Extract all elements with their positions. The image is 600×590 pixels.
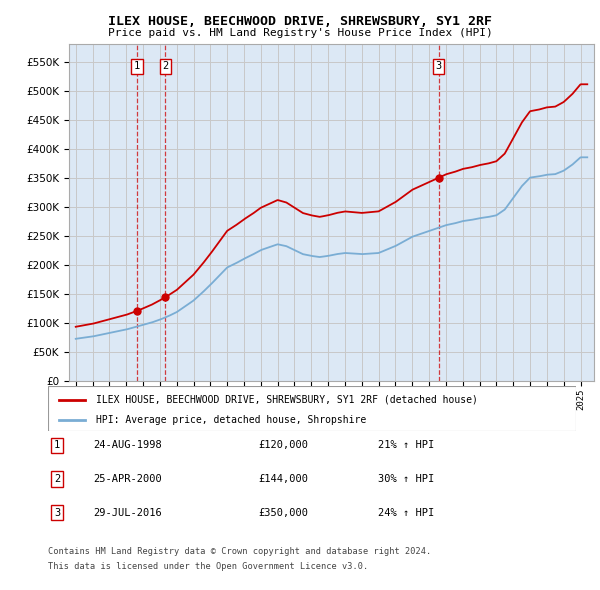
Text: 3: 3 — [54, 508, 60, 517]
Text: 24-AUG-1998: 24-AUG-1998 — [93, 441, 162, 450]
Text: 24% ↑ HPI: 24% ↑ HPI — [378, 508, 434, 517]
Text: 1: 1 — [134, 61, 140, 71]
Text: 3: 3 — [436, 61, 442, 71]
Text: £350,000: £350,000 — [258, 508, 308, 517]
Text: £144,000: £144,000 — [258, 474, 308, 484]
Text: This data is licensed under the Open Government Licence v3.0.: This data is licensed under the Open Gov… — [48, 562, 368, 571]
Text: 30% ↑ HPI: 30% ↑ HPI — [378, 474, 434, 484]
Text: 25-APR-2000: 25-APR-2000 — [93, 474, 162, 484]
Text: Contains HM Land Registry data © Crown copyright and database right 2024.: Contains HM Land Registry data © Crown c… — [48, 547, 431, 556]
Text: 2: 2 — [162, 61, 169, 71]
Text: Price paid vs. HM Land Registry's House Price Index (HPI): Price paid vs. HM Land Registry's House … — [107, 28, 493, 38]
Text: 29-JUL-2016: 29-JUL-2016 — [93, 508, 162, 517]
Text: ILEX HOUSE, BEECHWOOD DRIVE, SHREWSBURY, SY1 2RF: ILEX HOUSE, BEECHWOOD DRIVE, SHREWSBURY,… — [108, 15, 492, 28]
Text: ILEX HOUSE, BEECHWOOD DRIVE, SHREWSBURY, SY1 2RF (detached house): ILEX HOUSE, BEECHWOOD DRIVE, SHREWSBURY,… — [95, 395, 478, 405]
Text: 2: 2 — [54, 474, 60, 484]
FancyBboxPatch shape — [48, 386, 576, 431]
Text: £120,000: £120,000 — [258, 441, 308, 450]
Text: 21% ↑ HPI: 21% ↑ HPI — [378, 441, 434, 450]
Text: 1: 1 — [54, 441, 60, 450]
Text: HPI: Average price, detached house, Shropshire: HPI: Average price, detached house, Shro… — [95, 415, 366, 425]
